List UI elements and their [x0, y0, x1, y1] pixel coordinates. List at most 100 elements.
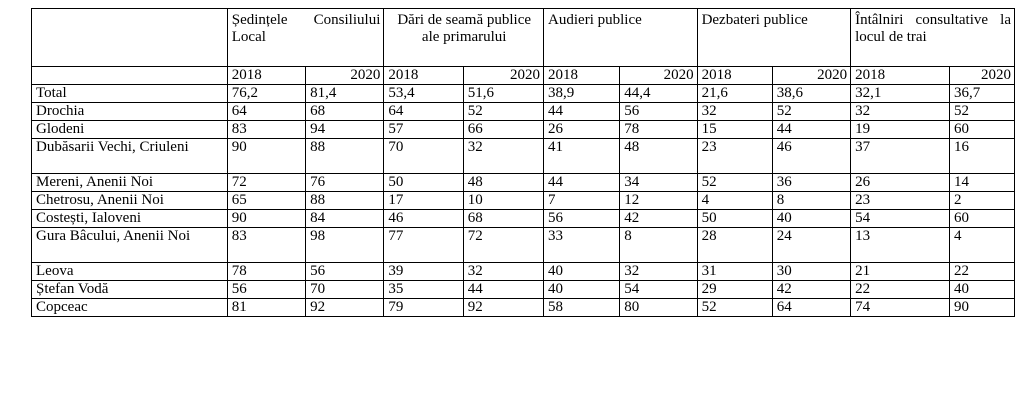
- value-cell: 74: [850, 298, 950, 317]
- value-cell: 92: [462, 298, 545, 317]
- value-cell: 13: [850, 227, 950, 263]
- value-cell: 36,7: [948, 84, 1016, 103]
- value-cell: 88: [305, 191, 385, 210]
- value-cell: 37: [850, 138, 950, 174]
- year-label: 2018: [850, 66, 950, 85]
- header-row: Ședințele Consiliului Local Dări de seam…: [31, 8, 1015, 67]
- value-cell: 56: [226, 280, 307, 299]
- value-cell: 38,9: [543, 84, 621, 103]
- column-header-sedinte: Ședințele Consiliului Local: [226, 8, 385, 67]
- value-cell: 76: [305, 173, 385, 192]
- value-cell: 7: [543, 191, 621, 210]
- value-cell: 46: [771, 138, 852, 174]
- value-cell: 50: [383, 173, 464, 192]
- value-cell: 15: [696, 120, 773, 139]
- year-label: 2020: [771, 66, 852, 85]
- value-cell: 56: [543, 209, 621, 228]
- table-row: Mereni, Anenii Noi 72 76 50 48 44 34 52 36 26 14: [31, 173, 1016, 192]
- table-row: Copceac 81 92 79 92 58 80 52 64 74 90: [31, 298, 1016, 317]
- value-cell: 80: [619, 298, 698, 317]
- table-row: Drochia 64 68 64 52 44 56 32 52 32 52: [31, 102, 1016, 121]
- value-cell: 41: [543, 138, 621, 174]
- row-label: Dubăsarii Vechi, Criuleni: [31, 138, 228, 174]
- table-row: Total 76,2 81,4 53,4 51,6 38,9 44,4 21,6 38,6 32,…: [31, 84, 1016, 103]
- year-row: 2018 2020 2018 2020 2018 2020 2018 2020 …: [31, 66, 1016, 85]
- value-cell: 32,1: [850, 84, 950, 103]
- column-header-intalniri: Întâlniri consultative la locul de trai: [850, 8, 1015, 67]
- value-cell: 53,4: [383, 84, 464, 103]
- value-cell: 94: [305, 120, 385, 139]
- table-row: Glodeni 83 94 57 66 26 78 15 44 19 60: [31, 120, 1016, 139]
- value-cell: 44: [543, 102, 621, 121]
- value-cell: 39: [383, 262, 464, 281]
- value-cell: 32: [462, 262, 545, 281]
- column-header-dezbateri: Dezbateri publice: [696, 8, 852, 67]
- value-cell: 51,6: [462, 84, 545, 103]
- row-label: Costești, Ialoveni: [31, 209, 228, 228]
- value-cell: 35: [383, 280, 464, 299]
- row-label: Total: [31, 84, 228, 103]
- row-label: Copceac: [31, 298, 228, 317]
- value-cell: 68: [305, 102, 385, 121]
- value-cell: 70: [305, 280, 385, 299]
- value-cell: 60: [948, 120, 1016, 139]
- value-cell: 44,4: [619, 84, 698, 103]
- value-cell: 26: [543, 120, 621, 139]
- value-cell: 46: [383, 209, 464, 228]
- value-cell: 60: [948, 209, 1016, 228]
- year-label: 2020: [619, 66, 698, 85]
- value-cell: 32: [619, 262, 698, 281]
- value-cell: 90: [226, 138, 307, 174]
- value-cell: 56: [305, 262, 385, 281]
- value-cell: 33: [543, 227, 621, 263]
- value-cell: 54: [619, 280, 698, 299]
- year-corner-cell: [31, 66, 228, 85]
- year-label: 2018: [696, 66, 773, 85]
- value-cell: 52: [696, 173, 773, 192]
- value-cell: 52: [462, 102, 545, 121]
- value-cell: 38,6: [771, 84, 852, 103]
- column-header-dari-de-seama: Dări de seamă publice ale primarului: [383, 8, 545, 67]
- value-cell: 42: [619, 209, 698, 228]
- value-cell: 21: [850, 262, 950, 281]
- value-cell: 29: [696, 280, 773, 299]
- value-cell: 32: [696, 102, 773, 121]
- value-cell: 4: [948, 227, 1016, 263]
- table-row: Ștefan Vodă 56 70 35 44 40 54 29 42 22 40: [31, 280, 1016, 299]
- value-cell: 44: [771, 120, 852, 139]
- value-cell: 81: [226, 298, 307, 317]
- value-cell: 23: [850, 191, 950, 210]
- table-row: Dubăsarii Vechi, Criuleni 90 88 70 32 41 48 23 4…: [31, 138, 1016, 174]
- year-label: 2018: [226, 66, 307, 85]
- value-cell: 31: [696, 262, 773, 281]
- value-cell: 84: [305, 209, 385, 228]
- table-row: Costești, Ialoveni 90 84 46 68 56 42 50 40 54 60: [31, 209, 1016, 228]
- value-cell: 16: [948, 138, 1016, 174]
- value-cell: 65: [226, 191, 307, 210]
- value-cell: 40: [948, 280, 1016, 299]
- row-label: Leova: [31, 262, 228, 281]
- value-cell: 50: [696, 209, 773, 228]
- value-cell: 14: [948, 173, 1016, 192]
- value-cell: 68: [462, 209, 545, 228]
- row-label: Mereni, Anenii Noi: [31, 173, 228, 192]
- value-cell: 58: [543, 298, 621, 317]
- value-cell: 66: [462, 120, 545, 139]
- value-cell: 8: [619, 227, 698, 263]
- value-cell: 78: [226, 262, 307, 281]
- table-row: Chetrosu, Anenii Noi 65 88 17 10 7 12 4 8 23 2: [31, 191, 1016, 210]
- value-cell: 28: [696, 227, 773, 263]
- row-label: Gura Bâcului, Anenii Noi: [31, 227, 228, 263]
- row-label: Ștefan Vodă: [31, 280, 228, 299]
- value-cell: 21,6: [696, 84, 773, 103]
- value-cell: 22: [850, 280, 950, 299]
- value-cell: 44: [543, 173, 621, 192]
- row-label: Glodeni: [31, 120, 228, 139]
- value-cell: 8: [771, 191, 852, 210]
- value-cell: 2: [948, 191, 1016, 210]
- value-cell: 83: [226, 120, 307, 139]
- value-cell: 24: [771, 227, 852, 263]
- value-cell: 32: [850, 102, 950, 121]
- table-row: Leova 78 56 39 32 40 32 31 30 21 22: [31, 262, 1016, 281]
- value-cell: 83: [226, 227, 307, 263]
